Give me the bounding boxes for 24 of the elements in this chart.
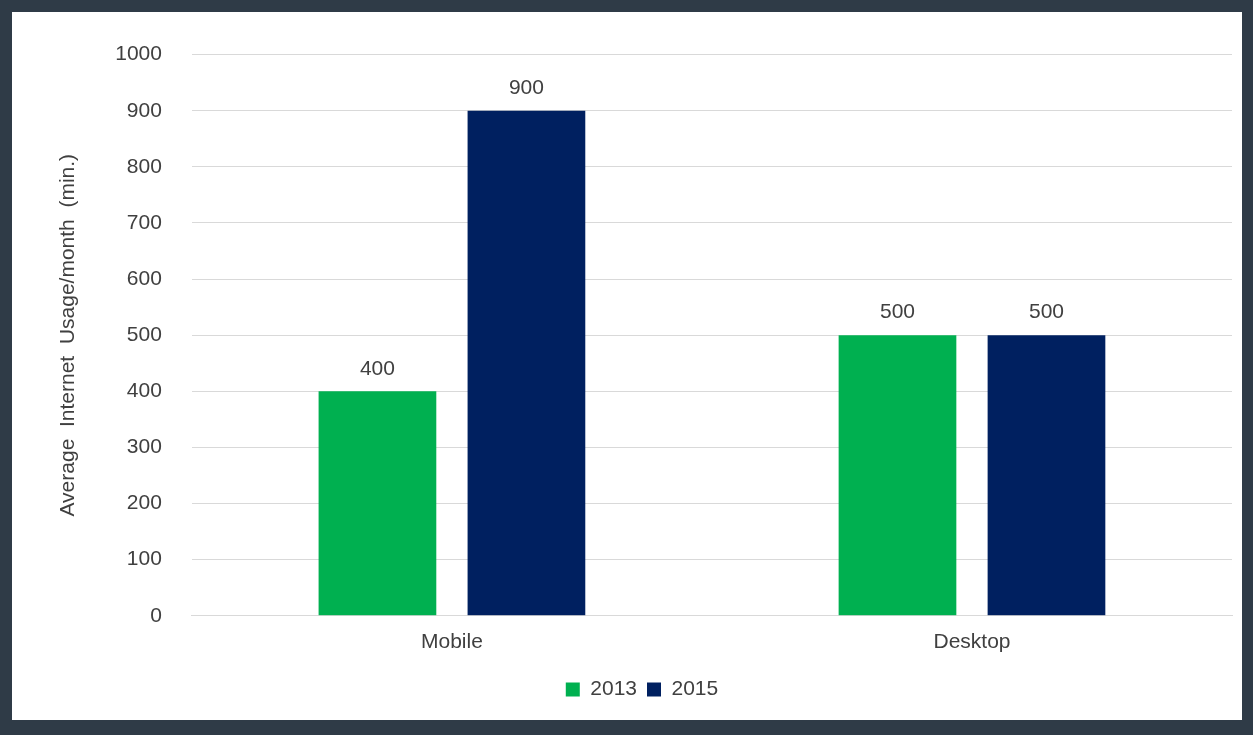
legend-label: 2013	[590, 676, 637, 700]
legend-label: 2015	[671, 676, 719, 700]
y-tick-label: 200	[126, 490, 162, 514]
y-axis-title: Average Internet Usage/month (min.)	[55, 153, 79, 517]
y-tick-label: 500	[126, 322, 162, 345]
y-tick-label: 1000	[115, 41, 162, 65]
bar	[987, 335, 1106, 616]
data-label: 500	[1028, 299, 1064, 323]
bar	[838, 335, 957, 616]
data-label: 900	[508, 75, 544, 99]
data-label: 500	[879, 299, 916, 323]
y-tick-label: 0	[150, 602, 162, 626]
y-tick-label: 800	[126, 153, 162, 177]
bar	[318, 391, 437, 616]
data-label: 400	[359, 355, 395, 379]
y-tick-label: 300	[126, 434, 162, 458]
x-tick-label: Mobile	[421, 629, 483, 653]
x-tick-label: Desktop	[933, 629, 1011, 653]
y-tick-label: 900	[126, 97, 162, 121]
y-tick-label: 400	[126, 378, 162, 402]
bar	[467, 110, 586, 616]
y-tick-label: 100	[126, 546, 162, 570]
y-tick-label: 600	[126, 265, 162, 289]
y-tick-label: 700	[126, 209, 162, 233]
